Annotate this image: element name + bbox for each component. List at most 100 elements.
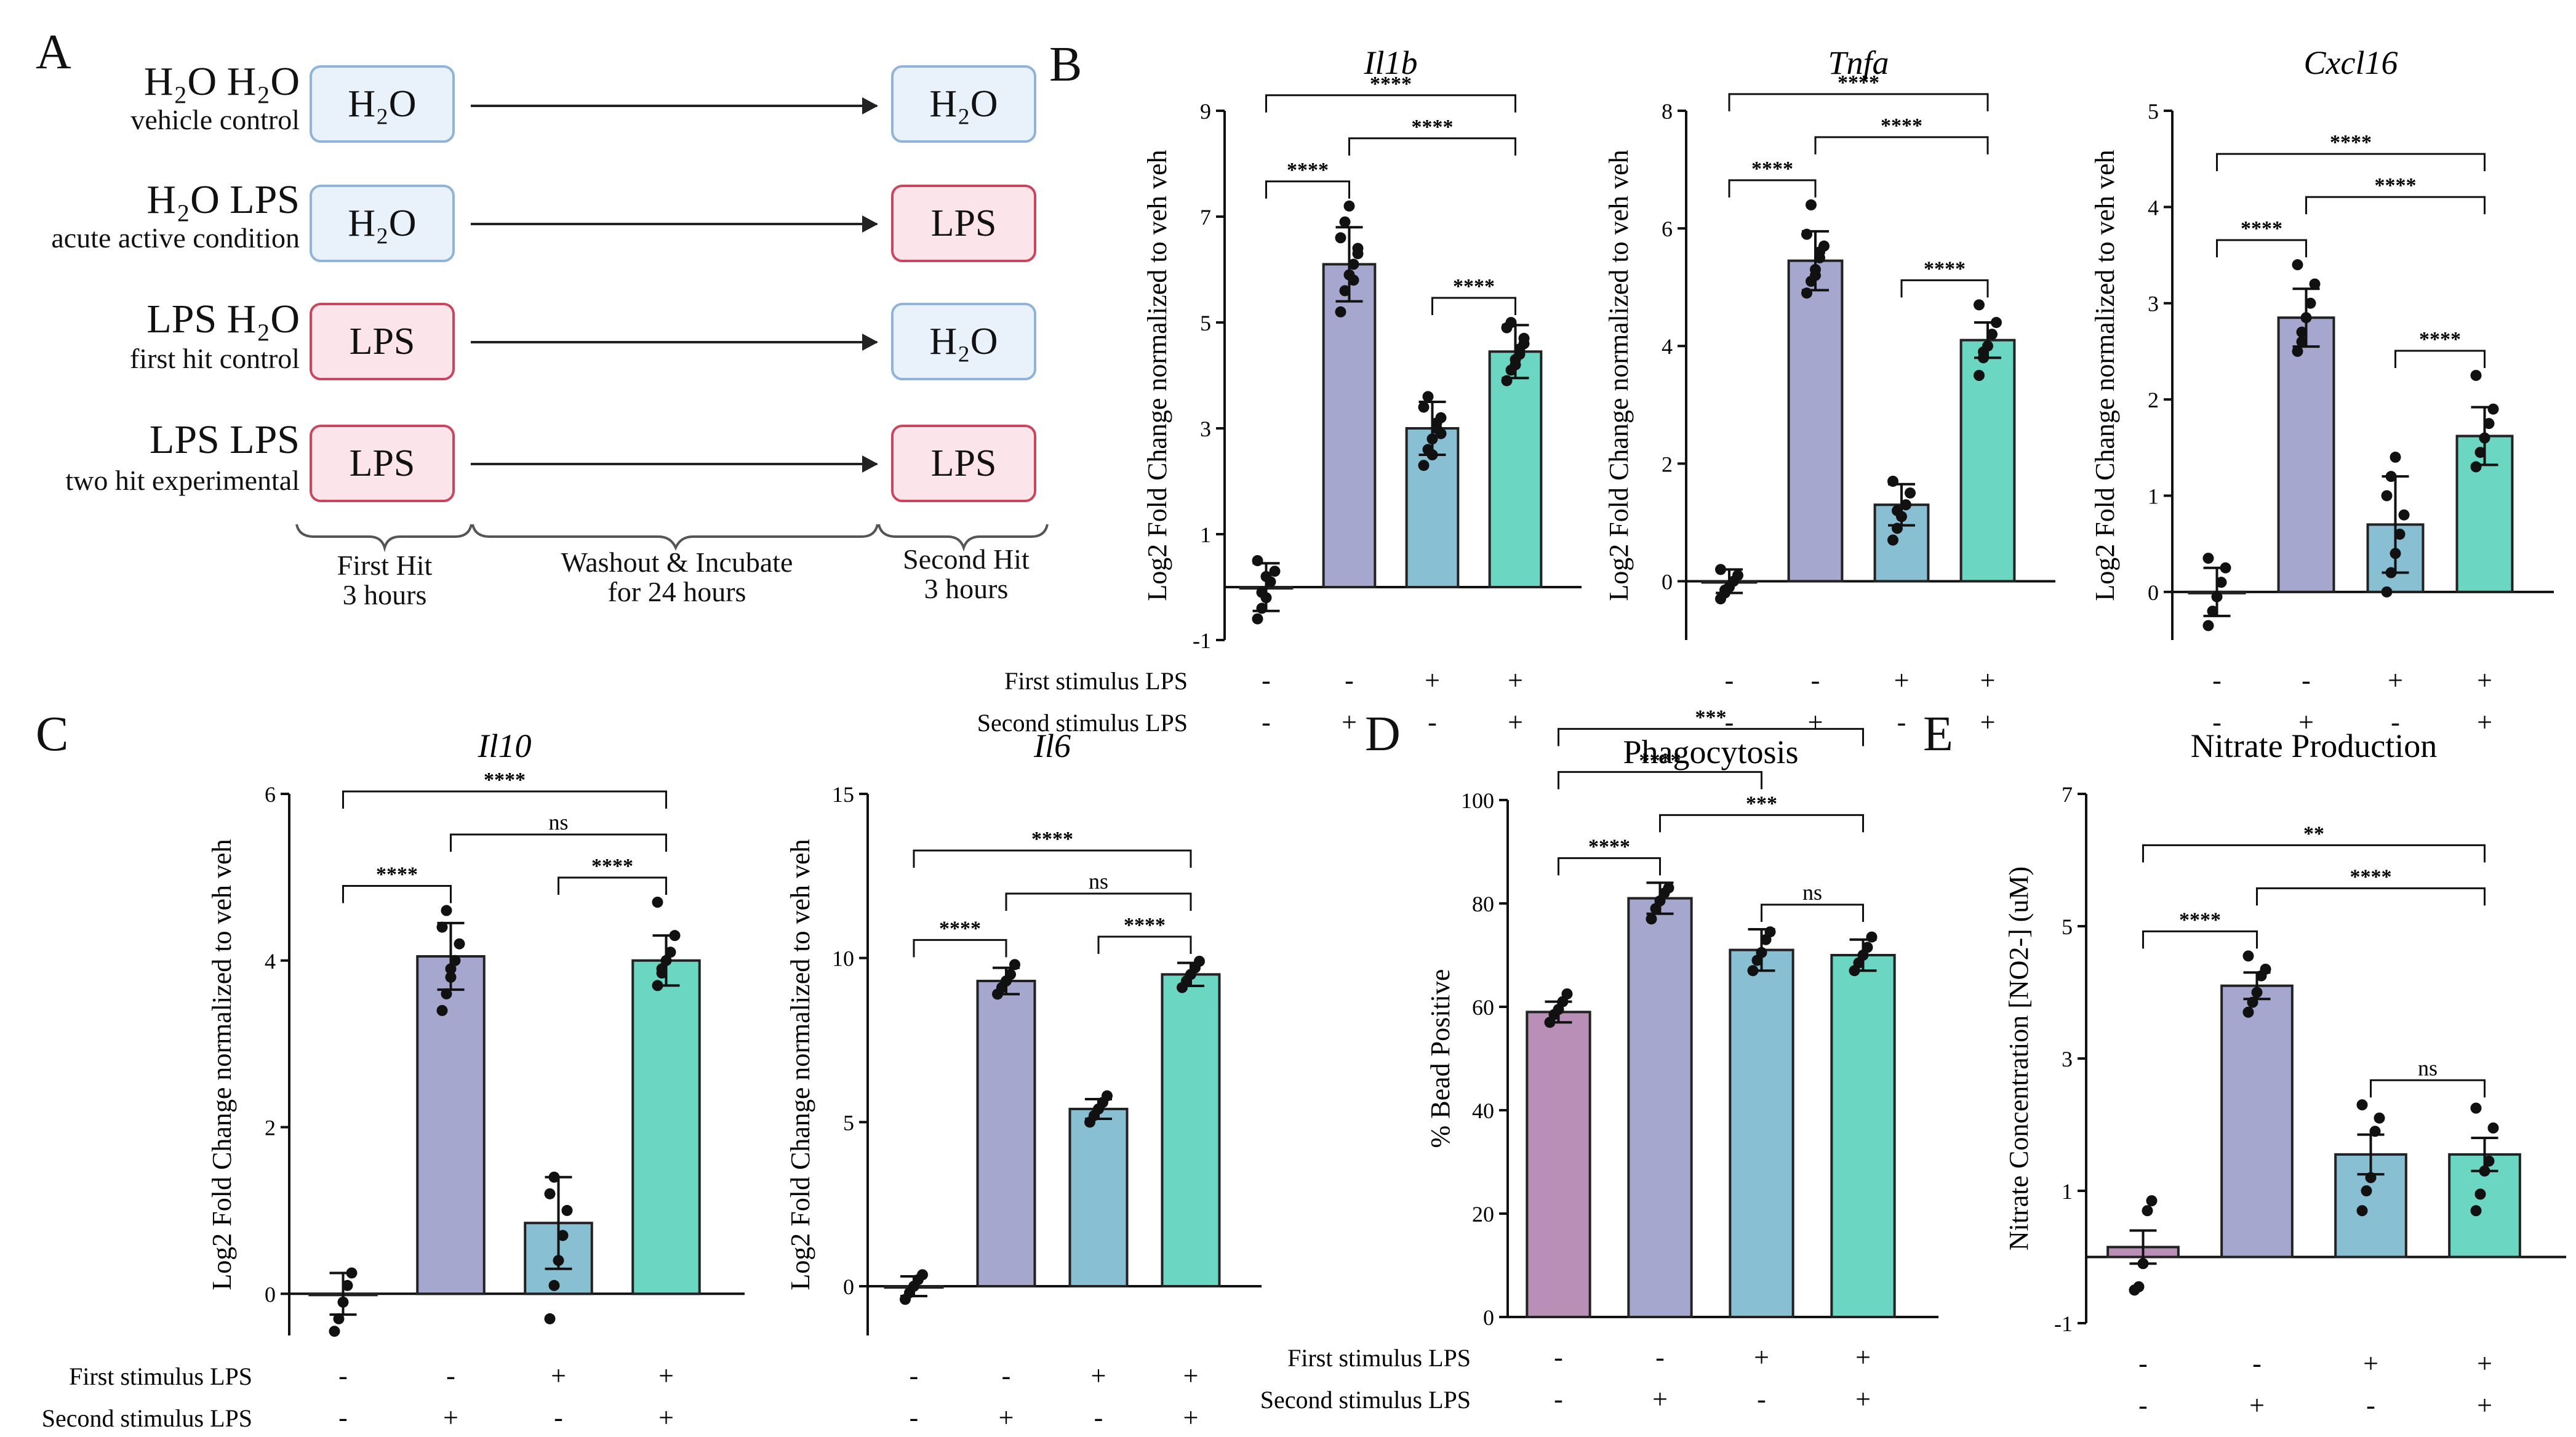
chart-nitrate: Nitrate Production -1 1 3 5 7 Nitrate Concentr… [2004, 727, 2566, 1420]
panel-label-d: D [1365, 707, 1401, 761]
second-stimulus-sign: - [2138, 1390, 2148, 1420]
data-point [2296, 336, 2308, 348]
significance-label: **** [2375, 174, 2417, 197]
condition-sub: acute active condition [51, 222, 300, 254]
significance-bracket [1900, 279, 1989, 298]
second-stimulus-sign: - [2366, 1390, 2375, 1420]
chart-title: Cxcl16 [2304, 44, 2398, 81]
y-tick-label: 3 [1200, 417, 1211, 441]
second-stimulus-sign: + [2298, 707, 2314, 737]
second-stimulus-sign: - [1094, 1403, 1103, 1433]
bar [1787, 259, 1844, 583]
significance-label: ns [2418, 1055, 2438, 1080]
significance-label: **** [1924, 257, 1966, 280]
data-point [2292, 345, 2303, 357]
first-stimulus-sign: - [1811, 665, 1820, 695]
significance-bracket [913, 939, 1007, 958]
significance-label: *** [1695, 706, 1727, 729]
y-tick-label: 2 [2148, 388, 2159, 412]
data-point [1764, 926, 1776, 938]
y-tick-label: 0 [1662, 569, 1673, 594]
chart-title: Nitrate Production [2191, 727, 2437, 764]
data-point [1978, 346, 1989, 358]
data-point [1900, 499, 1911, 511]
data-point [2385, 471, 2397, 482]
significance-bracket [1728, 93, 1989, 111]
y-tick-label: 9 [1200, 99, 1211, 124]
data-point [342, 1279, 353, 1291]
data-point [2215, 577, 2227, 588]
first-stimulus-sign: - [2138, 1348, 2148, 1379]
data-point [1426, 433, 1438, 445]
y-tick-label: 20 [1472, 1202, 1494, 1227]
data-point [2356, 1099, 2368, 1111]
first-stimulus-sign: + [2388, 665, 2403, 695]
significance-bracket [1097, 935, 1192, 954]
y-tick-label: 6 [265, 782, 276, 807]
data-point [1646, 913, 1657, 925]
bar [2220, 984, 2294, 1259]
panel-label-e: E [1923, 707, 1953, 761]
data-point [2479, 1165, 2490, 1177]
bar [1526, 1011, 1591, 1318]
data-point [1260, 570, 1272, 582]
y-tick-label: 5 [2062, 915, 2073, 939]
significance-bracket [2370, 1079, 2486, 1098]
data-point [1431, 417, 1442, 429]
first-stimulus-sign: + [1091, 1361, 1106, 1391]
significance-bracket [2256, 887, 2486, 906]
significance-bracket [1265, 180, 1350, 199]
first-stimulus-sign: + [1425, 665, 1440, 695]
y-tick-label: 1 [1200, 522, 1211, 547]
y-tick-label: 3 [2148, 292, 2159, 316]
data-point [2142, 1205, 2153, 1217]
data-point [333, 1313, 345, 1324]
first-stimulus-sign: + [2363, 1348, 2378, 1379]
data-point [441, 988, 452, 999]
phase-label: First Hit 3 hours [311, 550, 458, 610]
second-hit-box: LPS [891, 185, 1036, 262]
chart-tnfa: Tnfa 0 2 4 6 8 Log2 Fold Change normalized to … [1604, 44, 2055, 737]
panel-a-schematic: H₂O H₂O vehicle control H₂O H₂O H₂O LPS … [0, 0, 1058, 677]
significance-bracket [2142, 930, 2258, 949]
first-stimulus-sign: + [2477, 1348, 2492, 1379]
significance-label: **** [1751, 158, 1793, 180]
condition-name: LPS LPS [150, 417, 300, 462]
second-stimulus-sign: + [1508, 707, 1523, 737]
y-tick-label: 80 [1472, 892, 1494, 916]
second-stimulus-sign: - [554, 1403, 563, 1433]
first-hit-box: LPS [310, 425, 455, 502]
data-point [2296, 326, 2308, 338]
significance-label: *** [1746, 792, 1777, 815]
data-point [652, 897, 663, 908]
first-stimulus-label: First stimulus LPS [1004, 667, 1188, 695]
data-point [1343, 200, 1355, 212]
significance-bracket [913, 849, 1192, 868]
y-tick-label: 2 [1662, 452, 1673, 476]
y-tick-label: 4 [265, 949, 276, 974]
y-tick-label: 4 [1662, 334, 1673, 359]
y-tick-label: 10 [832, 947, 854, 971]
y-axis-label: Log2 Fold Change normalized to veh veh [785, 839, 815, 1290]
second-stimulus-sign: - [338, 1403, 348, 1433]
chart-title: Il10 [478, 727, 532, 764]
y-tick-label: 0 [843, 1275, 854, 1299]
data-point [2292, 259, 2303, 271]
data-point [1887, 476, 1898, 487]
chart-title: Il1b [1364, 44, 1418, 81]
data-point [1418, 460, 1430, 471]
data-point [2470, 370, 2482, 381]
first-stimulus-sign: + [1894, 665, 1910, 695]
significance-bracket [1558, 857, 1661, 876]
first-stimulus-sign: - [1655, 1342, 1665, 1372]
data-point [1348, 274, 1359, 286]
condition-sub: vehicle control [130, 104, 300, 135]
significance-bracket [2305, 196, 2486, 215]
phase-line: Washout & Incubate [561, 546, 793, 578]
first-stimulus-sign: + [2477, 665, 2492, 695]
chart-title: Tnfa [1828, 44, 1889, 81]
y-tick-label: 8 [1662, 99, 1673, 124]
significance-label: **** [591, 855, 633, 878]
data-point [2487, 1122, 2499, 1134]
significance-label: **** [1412, 116, 1454, 138]
